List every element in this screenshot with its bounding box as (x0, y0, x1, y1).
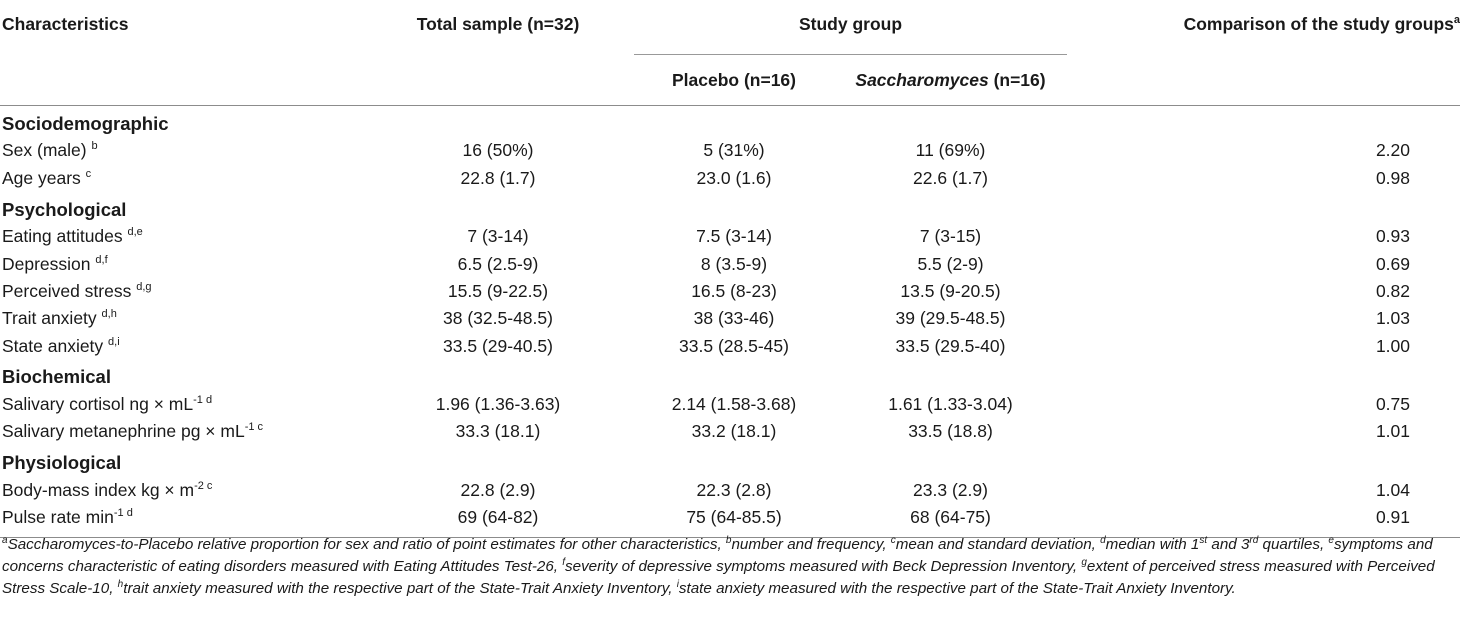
cell-comparison: 1.04 (1375, 480, 1411, 500)
cell-placebo: 23.0 (1.6) (696, 167, 772, 188)
row-label: Age years c (2, 167, 92, 188)
table-row: Sex (male) b 16 (50%) 5 (31%) 11 (69%) 2… (0, 137, 1460, 164)
cell-comparison: 1.01 (1375, 421, 1411, 442)
table-row: State anxiety d,i 33.5 (29-40.5) 33.5 (2… (0, 332, 1460, 359)
row-label: State anxiety d,i (2, 335, 120, 356)
header-row-1: Characteristics Total sample (n=32) Stud… (0, 6, 1460, 55)
section-biochemical: Biochemical (2, 366, 111, 388)
table-row: Pulse rate min-1 d 69 (64-82) 75 (64-85.… (0, 504, 1460, 539)
section-row: Physiological (0, 446, 1460, 477)
row-label: Salivary metanephrine pg × mL-1 c (2, 421, 264, 442)
cell-total: 38 (32.5-48.5) (443, 308, 553, 329)
section-physiological: Physiological (2, 452, 122, 474)
cell-placebo: 5 (31%) (703, 140, 765, 161)
section-row: Biochemical (0, 360, 1460, 391)
cell-total: 33.5 (29-40.5) (443, 335, 553, 356)
header-study-group: Study group (634, 6, 1068, 55)
cell-total: 22.8 (2.9) (460, 480, 536, 500)
row-label: Pulse rate min-1 d (0, 504, 362, 539)
cell-comparison: 0.75 (1375, 394, 1411, 415)
cell-comparison: 0.69 (1375, 253, 1411, 274)
cell-total: 6.5 (2.5-9) (457, 253, 539, 274)
row-label: Body-mass index kg × m-2 c (2, 480, 213, 500)
table-row: Depression d,f 6.5 (2.5-9) 8 (3.5-9) 5.5… (0, 250, 1460, 277)
cell-saccharomyces: 22.6 (1.7) (913, 167, 988, 188)
cell-placebo: 33.2 (18.1) (691, 421, 777, 442)
header-row-2: Placebo (n=16) Saccharomyces (n=16) (0, 54, 1460, 106)
cell-saccharomyces: 7 (3-15) (919, 226, 982, 247)
cell-total: 16 (50%) (462, 140, 534, 161)
section-sociodemographic: Sociodemographic (2, 112, 169, 134)
header-placebo: Placebo (n=16) (634, 54, 834, 106)
cell-comparison: 2.20 (1375, 140, 1411, 161)
cell-saccharomyces: 39 (29.5-48.5) (895, 308, 1006, 329)
cell-placebo: 33.5 (28.5-45) (679, 335, 789, 356)
table-row: Eating attitudes d,e 7 (3-14) 7.5 (3-14)… (0, 223, 1460, 250)
cell-total: 15.5 (9-22.5) (447, 280, 549, 301)
header-total-sample: Total sample (n=32) (416, 14, 580, 34)
row-label: Depression d,f (2, 253, 108, 274)
cell-saccharomyces: 11 (69%) (915, 140, 986, 161)
cell-placebo: 75 (64-85.5) (634, 504, 834, 539)
cell-placebo: 7.5 (3-14) (696, 226, 772, 247)
cell-placebo: 22.3 (2.8) (696, 480, 772, 500)
cell-placebo: 38 (33-46) (693, 308, 775, 329)
row-label: Trait anxiety d,h (2, 308, 117, 329)
table-row: Salivary cortisol ng × mL-1 d 1.96 (1.36… (0, 391, 1460, 418)
cell-comparison: 1.03 (1375, 308, 1411, 329)
cell-comparison: 1.00 (1375, 335, 1411, 356)
table-row: Age years c 22.8 (1.7) 23.0 (1.6) 22.6 (… (0, 165, 1460, 192)
cell-comparison: 0.98 (1375, 167, 1411, 188)
table-row: Body-mass index kg × m-2 c 22.8 (2.9) 22… (0, 477, 1460, 504)
cell-saccharomyces: 68 (64-75) (834, 504, 1068, 539)
characteristics-table: Characteristics Total sample (n=32) Stud… (0, 6, 1460, 539)
table-footnote: aSaccharomyces-to-Placebo relative propo… (2, 535, 1435, 598)
section-psychological: Psychological (2, 198, 127, 220)
cell-placebo: 2.14 (1.58-3.68) (671, 394, 797, 415)
table-row: Salivary metanephrine pg × mL-1 c 33.3 (… (0, 418, 1460, 445)
row-label: Perceived stress d,g (2, 280, 152, 301)
cell-total: 33.3 (18.1) (455, 421, 541, 442)
cell-total: 69 (64-82) (362, 504, 634, 539)
cell-saccharomyces: 5.5 (2-9) (917, 253, 984, 274)
section-row: Psychological (0, 192, 1460, 223)
header-saccharomyces: Saccharomyces (n=16) (834, 54, 1068, 106)
row-label: Sex (male) b (2, 140, 98, 161)
cell-saccharomyces: 1.61 (1.33-3.04) (888, 394, 1013, 415)
header-comparison: Comparison of the study groupsa (1183, 14, 1460, 34)
cell-total: 1.96 (1.36-3.63) (435, 394, 561, 415)
cell-saccharomyces: 33.5 (29.5-40) (895, 335, 1006, 356)
table-row: Trait anxiety d,h 38 (32.5-48.5) 38 (33-… (0, 305, 1460, 332)
header-characteristics: Characteristics (2, 14, 129, 34)
section-row: Sociodemographic (0, 106, 1460, 138)
cell-saccharomyces: 33.5 (18.8) (908, 421, 993, 442)
cell-total: 7 (3-14) (467, 226, 529, 247)
cell-placebo: 16.5 (8-23) (691, 280, 777, 301)
table-row: Perceived stress d,g 15.5 (9-22.5) 16.5 … (0, 278, 1460, 305)
cell-placebo: 8 (3.5-9) (700, 253, 768, 274)
cell-total: 22.8 (1.7) (460, 167, 536, 188)
row-label: Salivary cortisol ng × mL-1 d (2, 394, 213, 415)
cell-saccharomyces: 23.3 (2.9) (913, 480, 988, 500)
cell-saccharomyces: 13.5 (9-20.5) (900, 280, 1001, 301)
cell-comparison: 0.93 (1375, 226, 1411, 247)
cell-comparison: 0.82 (1375, 280, 1411, 301)
cell-comparison: 0.91 (1067, 504, 1460, 539)
row-label: Eating attitudes d,e (2, 226, 143, 247)
